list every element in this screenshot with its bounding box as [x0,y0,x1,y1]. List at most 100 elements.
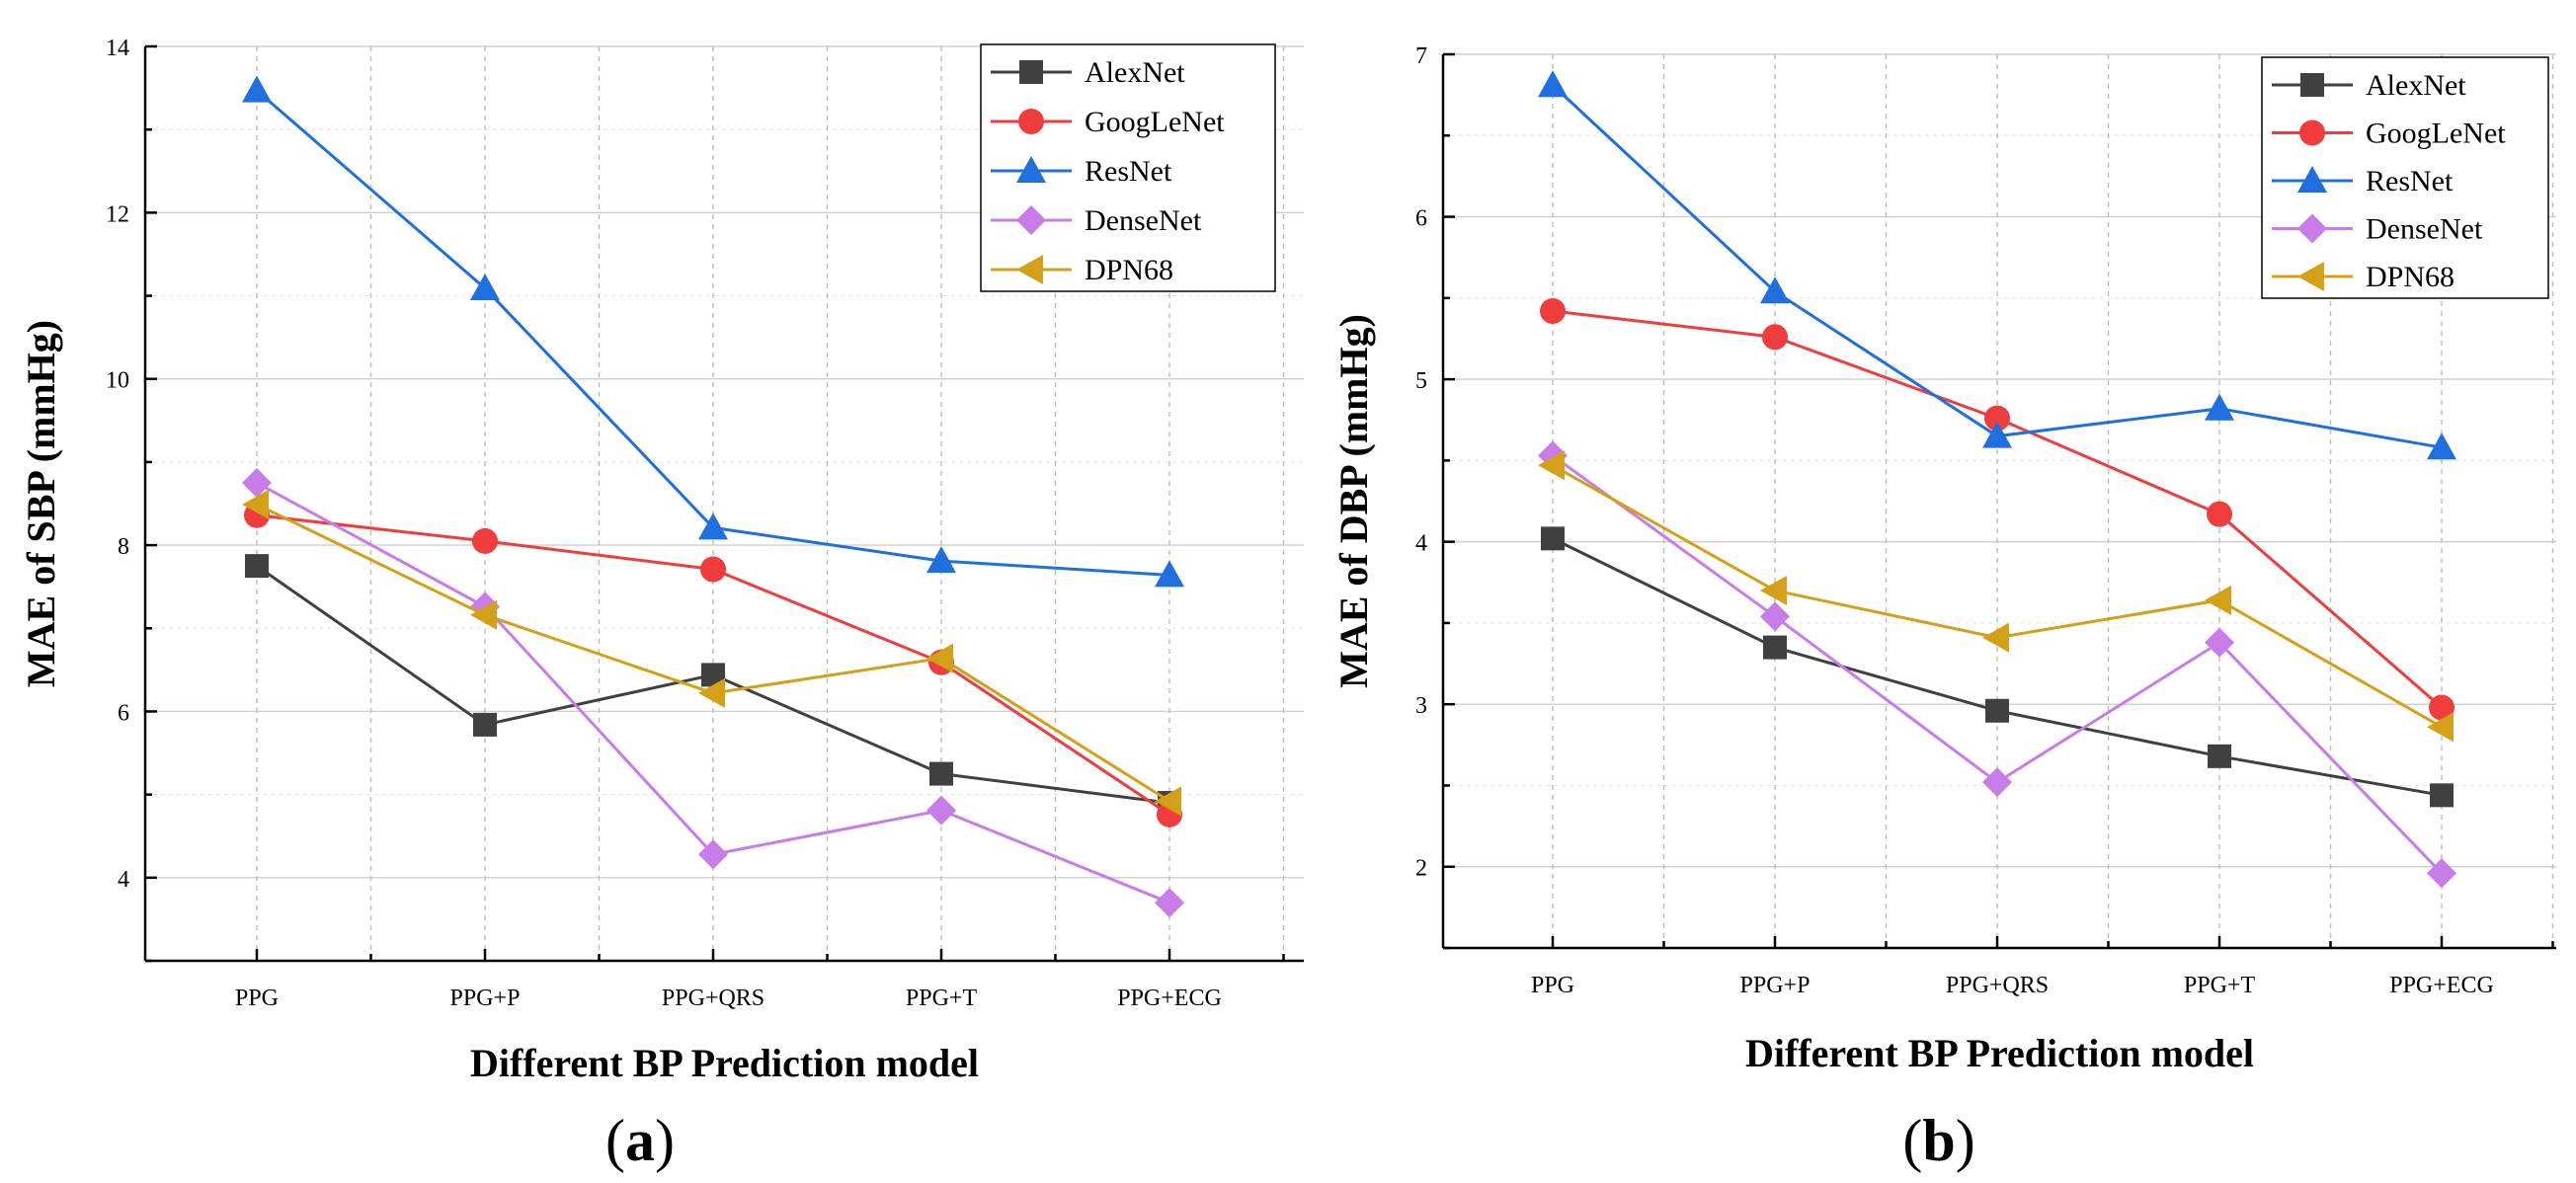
panel-b-point-resnet [1982,421,2012,448]
panel-b-series-densenet [1538,440,2456,889]
panel-a-x-tick-label: PPG+QRS [662,986,765,1011]
panel-a-x-tick-label: PPG [235,986,279,1011]
panel-b-y-tick-label: 5 [1415,368,1427,394]
panel-a-point-googlenet [700,556,726,583]
panel-a-x-tick-label: PPG+P [450,986,521,1011]
panel-a-y-tick-label: 4 [118,867,129,893]
panel-a-point-alexnet [929,761,953,786]
panel-a-point-dpn68 [242,489,269,519]
panel-a-legend-label: GoogLeNet [1085,106,1225,138]
panel-b-point-dpn68 [2427,712,2454,743]
panel-b-legend-label: GoogLeNet [2366,118,2506,150]
panel-b-point-alexnet [1541,526,1565,551]
panel-b-y-tick-label: 3 [1415,693,1427,719]
panel-b-point-googlenet [2207,501,2232,527]
panel-b-y-tick-label: 7 [1415,43,1427,69]
panel-a-point-densenet [926,795,956,826]
panel-b-point-dpn68 [1760,576,1787,605]
panel-b-series-dpn68 [1538,450,2454,743]
panel-a-point-densenet [242,467,272,498]
panel-a-point-resnet [1155,560,1184,588]
panel-b-point-alexnet [2430,783,2454,808]
panel-a-legend-label: AlexNet [1085,56,1185,89]
panel-a-point-resnet [242,75,272,103]
panel-b-y-tick-label: 2 [1415,856,1427,882]
panel-a-chart: 4 6 8 10 12 14 PPG PPG+P PPG+QRS PPG+T PPG+ECG Diff… [19,36,1304,1173]
panel-b-legend-swatch-marker [2297,213,2327,244]
panel-b-legend-swatch-marker [2297,262,2324,291]
panel-a-legend: AlexNet GoogLeNet ResNet DenseNet DPN68 [980,43,1276,292]
panel-a-point-resnet [470,273,500,300]
panel-b-y-tick-label: 6 [1415,206,1427,232]
panel-b-label: (b) [1902,1108,1974,1173]
panel-a-legend-swatch-marker [1016,255,1043,284]
panel-a-y-tick-label: 6 [118,700,129,726]
panel-a-legend-swatch-marker [1016,156,1046,183]
panel-b-x-tick-label: PPG [1531,973,1574,998]
panel-a-y-tick-label: 12 [106,201,129,227]
panel-a-y-tick-label: 8 [118,534,129,560]
panel-b-x-axis-title: Different BP Prediction model [1745,1031,2254,1075]
panel-a-series-resnet [242,75,1184,588]
panel-a-point-densenet [1155,888,1184,918]
panel-b-legend-swatch-marker [2299,119,2325,146]
panel-a-point-dpn68 [1155,786,1181,817]
panel-b-point-alexnet [1985,698,2009,723]
panel-a-series-densenet [242,467,1184,918]
panel-a-point-densenet [698,839,728,870]
panel-b-point-dpn68 [2205,585,2231,615]
panel-a-point-alexnet [473,712,497,737]
panel-b-point-resnet [2205,393,2234,421]
panel-a-series-dpn68 [242,489,1181,817]
panel-b-x-tick-label: PPG+P [1740,973,1811,998]
panel-a-label: (a) [605,1108,675,1173]
panel-b-legend-swatch-marker [2300,73,2324,97]
panel-a-point-resnet [698,513,728,540]
panel-a-point-googlenet [472,527,498,554]
panel-a-legend-label: DenseNet [1085,204,1202,237]
panel-b-point-dpn68 [1538,450,1565,481]
panel-b-point-alexnet [2208,744,2231,768]
panel-b-point-googlenet [1984,405,2010,432]
panel-b-point-dpn68 [1982,622,2009,653]
panel-b-point-densenet [1760,601,1790,632]
panel-b-series-googlenet [1540,297,2455,721]
panel-b-legend: AlexNet GoogLeNet ResNet DenseNet DPN68 [2261,56,2549,299]
panel-b-point-googlenet [1540,297,1566,324]
panel-a-x-tick-label: PPG+ECG [1117,986,1222,1011]
panel-a-point-dpn68 [470,599,497,630]
panel-b-y-tick-label: 4 [1415,531,1427,557]
panel-b-x-tick-label: PPG+ECG [2389,973,2494,998]
panel-a-legend-swatch-marker [1016,205,1046,235]
panel-a-point-dpn68 [926,643,953,673]
panel-a-x-axis-title: Different BP Prediction model [470,1041,979,1085]
panel-a-y-axis-title: MAE of SBP (mmHg) [19,320,63,687]
panel-b-legend-label: DPN68 [2366,261,2455,293]
panel-b-legend-label: AlexNet [2366,69,2466,102]
panel-a-y-tick-label: 14 [106,36,129,61]
panel-a-legend-label: DPN68 [1085,254,1173,286]
panel-b-y-axis-title: MAE of DBP (mmHg) [1331,314,1376,688]
panel-a-point-resnet [926,546,956,574]
panel-b-legend-label: ResNet [2366,165,2454,197]
panel-a-point-dpn68 [698,677,725,708]
panel-b-point-alexnet [1763,635,1787,660]
panel-b-point-resnet [1538,70,1568,98]
panel-b-series-resnet [1538,70,2456,460]
panel-a-x-tick-label: PPG+T [906,986,978,1011]
panel-b-point-densenet [2427,858,2456,889]
panel-b-point-googlenet [2429,694,2455,721]
panel-a-y-tick-label: 10 [106,368,129,394]
panel-a-legend-swatch-marker [1019,60,1043,84]
panel-b-chart: 2 3 4 5 6 7 PPG PPG+P PPG+QRS PPG+T PPG+ECG Differe… [1331,43,2556,1173]
panel-a-point-alexnet [245,554,269,579]
panel-b-line-densenet [1552,454,2444,875]
panel-b-legend-label: DenseNet [2366,213,2483,246]
panel-b-point-densenet [1982,767,2012,798]
panel-b-series-alexnet [1541,526,2454,808]
panel-b-point-densenet [2205,627,2234,658]
panel-b-legend-swatch-marker [2297,166,2327,193]
panel-b-x-tick-label: PPG+QRS [1946,973,2049,998]
panel-b-point-googlenet [1762,324,1788,351]
